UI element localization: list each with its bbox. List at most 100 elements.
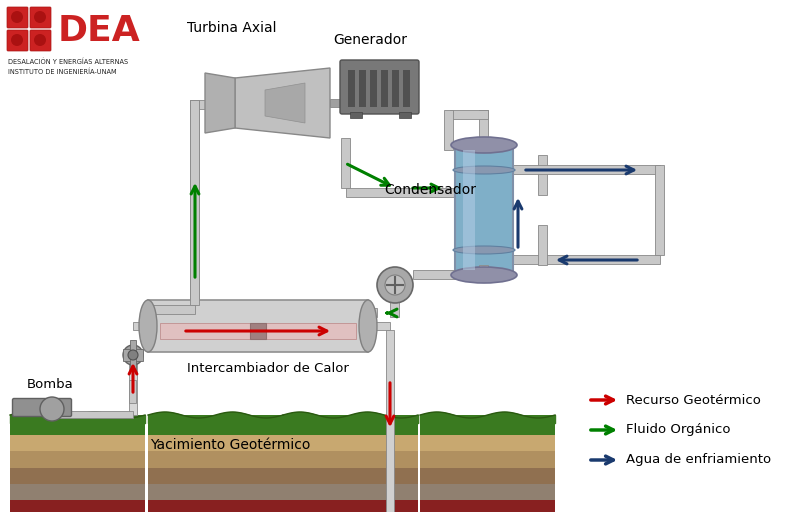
Polygon shape	[264, 83, 305, 123]
Text: Condensador: Condensador	[384, 183, 475, 197]
Text: DEA: DEA	[58, 14, 140, 48]
Polygon shape	[398, 112, 410, 118]
Polygon shape	[129, 355, 137, 415]
Polygon shape	[148, 415, 283, 435]
Polygon shape	[348, 70, 354, 107]
Polygon shape	[191, 100, 200, 325]
Text: Intercambiador de Calor: Intercambiador de Calor	[187, 361, 349, 374]
FancyBboxPatch shape	[30, 30, 51, 51]
Polygon shape	[402, 70, 410, 107]
Text: Generador: Generador	[333, 33, 406, 47]
Circle shape	[128, 350, 138, 360]
Polygon shape	[283, 415, 418, 435]
Polygon shape	[444, 110, 453, 150]
Text: Agua de enfriamiento: Agua de enfriamiento	[625, 454, 770, 466]
FancyBboxPatch shape	[7, 7, 28, 28]
Polygon shape	[129, 380, 136, 403]
Polygon shape	[160, 323, 355, 339]
Polygon shape	[283, 451, 418, 468]
Polygon shape	[10, 435, 145, 451]
Polygon shape	[52, 411, 133, 418]
Polygon shape	[479, 145, 488, 188]
Polygon shape	[152, 305, 195, 314]
Polygon shape	[419, 500, 554, 512]
Polygon shape	[148, 468, 283, 484]
Ellipse shape	[139, 300, 157, 352]
Text: Bomba: Bomba	[27, 378, 73, 392]
Ellipse shape	[453, 246, 514, 254]
Polygon shape	[191, 100, 200, 325]
Polygon shape	[419, 415, 554, 435]
Circle shape	[376, 267, 413, 303]
Polygon shape	[390, 267, 399, 317]
FancyBboxPatch shape	[340, 60, 418, 114]
Polygon shape	[250, 323, 266, 339]
Polygon shape	[454, 145, 513, 275]
Text: DESALACIÓN Y ENERGÍAS ALTERNAS: DESALACIÓN Y ENERGÍAS ALTERNAS	[8, 58, 128, 65]
Polygon shape	[10, 484, 145, 500]
Polygon shape	[538, 155, 547, 195]
Polygon shape	[358, 70, 366, 107]
Polygon shape	[538, 225, 547, 265]
Polygon shape	[283, 500, 418, 512]
Circle shape	[11, 34, 23, 46]
Polygon shape	[283, 468, 418, 484]
Polygon shape	[479, 110, 488, 145]
Polygon shape	[329, 99, 341, 107]
Polygon shape	[148, 451, 283, 468]
Polygon shape	[148, 300, 367, 352]
Polygon shape	[283, 435, 418, 451]
Polygon shape	[191, 100, 200, 305]
Polygon shape	[363, 322, 389, 330]
Polygon shape	[191, 100, 234, 109]
Text: Yacimiento Geotérmico: Yacimiento Geotérmico	[149, 438, 310, 452]
Polygon shape	[350, 112, 362, 118]
Circle shape	[34, 11, 46, 23]
Polygon shape	[148, 435, 283, 451]
FancyBboxPatch shape	[12, 398, 71, 416]
Polygon shape	[413, 270, 483, 279]
Text: Turbina Axial: Turbina Axial	[187, 21, 277, 35]
Ellipse shape	[450, 137, 517, 153]
Ellipse shape	[453, 166, 514, 174]
Polygon shape	[654, 165, 663, 255]
Polygon shape	[10, 468, 145, 484]
Polygon shape	[462, 150, 474, 270]
Polygon shape	[345, 188, 483, 197]
Polygon shape	[419, 435, 554, 451]
FancyBboxPatch shape	[30, 7, 51, 28]
Text: Recurso Geotérmico: Recurso Geotérmico	[625, 394, 760, 407]
Polygon shape	[385, 330, 393, 512]
Circle shape	[11, 11, 23, 23]
Polygon shape	[133, 322, 152, 330]
Polygon shape	[380, 70, 388, 107]
Polygon shape	[234, 68, 329, 138]
Polygon shape	[204, 73, 234, 133]
Polygon shape	[367, 308, 376, 317]
Polygon shape	[341, 138, 350, 188]
Polygon shape	[283, 484, 418, 500]
Polygon shape	[122, 349, 143, 361]
Polygon shape	[148, 500, 283, 512]
Polygon shape	[370, 70, 376, 107]
Polygon shape	[10, 500, 145, 512]
Polygon shape	[419, 468, 554, 484]
Polygon shape	[513, 255, 659, 264]
Ellipse shape	[450, 267, 517, 283]
Circle shape	[34, 34, 46, 46]
Circle shape	[122, 345, 143, 365]
Polygon shape	[513, 165, 659, 174]
Polygon shape	[148, 484, 283, 500]
Polygon shape	[10, 451, 145, 468]
Polygon shape	[479, 265, 488, 275]
Polygon shape	[130, 340, 135, 370]
Text: Fluido Orgánico: Fluido Orgánico	[625, 423, 730, 437]
Polygon shape	[419, 451, 554, 468]
Polygon shape	[419, 484, 554, 500]
Ellipse shape	[358, 300, 376, 352]
Circle shape	[384, 275, 405, 295]
Polygon shape	[392, 70, 398, 107]
Polygon shape	[449, 110, 487, 119]
Polygon shape	[10, 415, 145, 435]
Circle shape	[40, 397, 64, 421]
